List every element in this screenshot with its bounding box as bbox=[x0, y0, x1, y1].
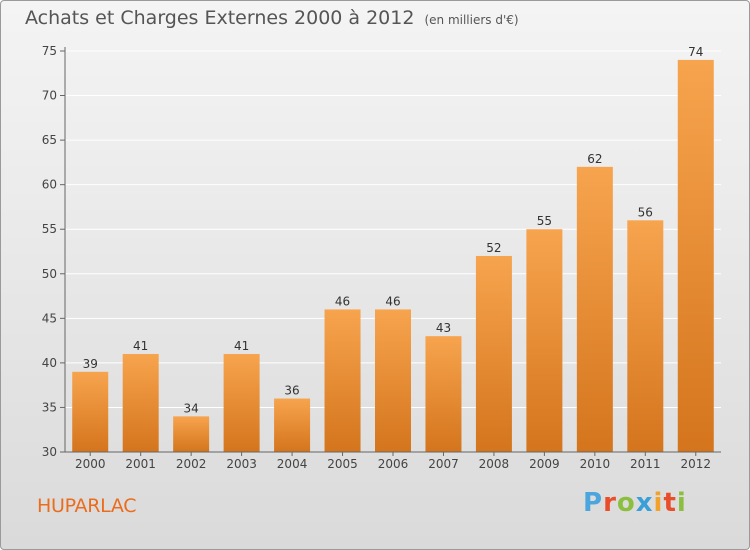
bar-value-label: 46 bbox=[385, 294, 400, 308]
x-tick-label: 2010 bbox=[580, 457, 611, 471]
y-tick-label: 55 bbox=[42, 222, 57, 236]
y-tick-label: 60 bbox=[42, 178, 57, 192]
logo-letter: P bbox=[583, 488, 604, 518]
bar bbox=[223, 353, 260, 452]
bar-value-label: 55 bbox=[537, 214, 552, 228]
bar-value-label: 34 bbox=[184, 401, 199, 415]
data-labels: 39 41 34 41 36 46 46 43 52 55 62 56 74 bbox=[83, 45, 704, 415]
y-tick-label: 40 bbox=[42, 356, 57, 370]
x-tick-label: 2006 bbox=[378, 457, 409, 471]
y-tick-label: 35 bbox=[42, 400, 57, 414]
y-tick-label: 65 bbox=[42, 133, 57, 147]
proxiti-logo: Proxiti bbox=[583, 488, 687, 518]
logo-letter: r bbox=[603, 488, 617, 518]
x-tick-label: 2004 bbox=[277, 457, 308, 471]
bar-value-label: 39 bbox=[83, 357, 98, 371]
x-tick-label: 2008 bbox=[479, 457, 510, 471]
y-tick-label: 75 bbox=[42, 44, 57, 58]
x-tick-label: 2001 bbox=[125, 457, 156, 471]
bar-value-label: 62 bbox=[587, 152, 602, 166]
logo-letter: i bbox=[676, 488, 687, 518]
bar bbox=[677, 59, 714, 453]
bar-value-label: 41 bbox=[234, 339, 249, 353]
y-tick-label: 30 bbox=[42, 445, 57, 459]
bar bbox=[375, 309, 411, 452]
bar bbox=[72, 371, 109, 452]
bars bbox=[72, 59, 714, 453]
bar-value-label: 56 bbox=[638, 205, 653, 219]
y-tick-label: 70 bbox=[42, 89, 57, 103]
logo-letter: o bbox=[616, 488, 636, 518]
x-tick-label: 2011 bbox=[630, 457, 661, 471]
x-tick-label: 2009 bbox=[529, 457, 560, 471]
logo-letter: i bbox=[653, 488, 664, 518]
bar bbox=[526, 229, 563, 452]
bar bbox=[122, 353, 159, 452]
bar-value-label: 74 bbox=[688, 45, 703, 59]
x-tick-label: 2003 bbox=[226, 457, 257, 471]
bar-value-label: 43 bbox=[436, 321, 451, 335]
axes: 30 35 40 45 50 55 60 65 70 75 2000 2001 2002 2003 2004… bbox=[42, 44, 721, 471]
bar-value-label: 46 bbox=[335, 294, 350, 308]
bar-value-label: 36 bbox=[284, 384, 299, 398]
commune-name: HUPARLAC bbox=[37, 495, 137, 517]
x-tick-label: 2002 bbox=[176, 457, 207, 471]
y-tick-label: 45 bbox=[42, 311, 57, 325]
logo-letter: t bbox=[663, 488, 677, 518]
logo-letter: x bbox=[635, 488, 654, 518]
title-text: Achats et Charges Externes 2000 à 2012 bbox=[25, 7, 415, 29]
bar bbox=[173, 416, 210, 452]
x-tick-label: 2005 bbox=[327, 457, 358, 471]
bar-value-label: 41 bbox=[133, 339, 148, 353]
bar bbox=[425, 336, 462, 452]
chart-title: Achats et Charges Externes 2000 à 2012 (e… bbox=[25, 7, 519, 29]
bar bbox=[576, 166, 613, 452]
x-tick-label: 2007 bbox=[428, 457, 459, 471]
bar-value-label: 52 bbox=[486, 241, 501, 255]
y-tick-label: 50 bbox=[42, 267, 57, 281]
bar bbox=[324, 309, 361, 452]
bar bbox=[475, 255, 512, 452]
bar bbox=[274, 398, 311, 452]
x-tick-label: 2012 bbox=[680, 457, 711, 471]
bar bbox=[627, 220, 664, 452]
x-tick-label: 2000 bbox=[75, 457, 106, 471]
subtitle-text: (en milliers d'€) bbox=[424, 13, 519, 27]
